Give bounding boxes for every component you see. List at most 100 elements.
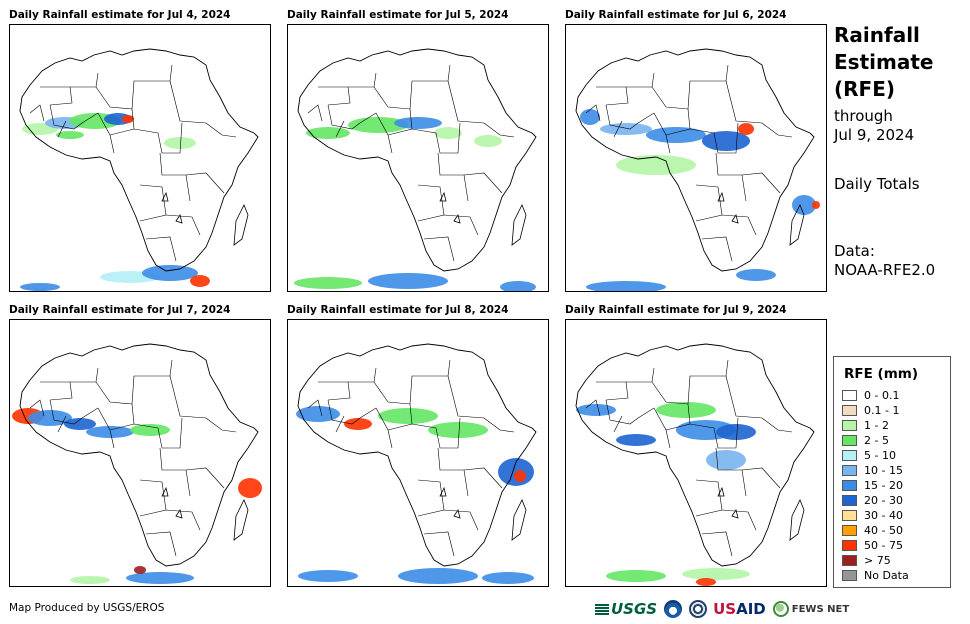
panel-title: Daily Rainfall estimate for Jul 9, 2024 [565, 304, 787, 316]
africa-map [294, 48, 537, 291]
rainfall-map [565, 319, 827, 587]
legend-label: 20 - 30 [864, 494, 903, 507]
country-border [159, 152, 191, 202]
country-border [695, 184, 723, 222]
legend-item: 2 - 5 [842, 433, 909, 448]
country-border [348, 72, 377, 88]
country-border [307, 104, 323, 122]
country-border [49, 399, 83, 425]
rainfall-area [298, 570, 358, 582]
country-border [131, 64, 173, 110]
country-border [131, 359, 173, 405]
rainfall-area [378, 408, 438, 424]
country-border [185, 467, 225, 489]
coastline [297, 343, 537, 567]
country-border [95, 381, 133, 405]
usaid-logo-us: US [713, 600, 737, 618]
country-border [139, 479, 167, 517]
madagascar-outline [233, 499, 249, 541]
country-border [417, 184, 445, 222]
country-border [605, 104, 639, 130]
country-border [318, 86, 351, 106]
rainfall-area [368, 273, 448, 289]
lake-outline [439, 486, 461, 519]
country-border [327, 104, 361, 130]
lake-outline [439, 191, 461, 224]
panel-title: Daily Rainfall estimate for Jul 7, 2024 [9, 304, 231, 316]
legend-item: 1 - 2 [842, 418, 909, 433]
country-border [409, 64, 451, 110]
partner-logos: USGS USAID FEWS NET [595, 598, 849, 620]
country-border [165, 509, 201, 531]
country-border [613, 415, 623, 433]
legend-item: > 75 [842, 553, 909, 568]
rainfall-area [130, 424, 170, 436]
lake-outline [161, 191, 183, 224]
country-border [637, 407, 671, 449]
legend-item: 40 - 50 [842, 523, 909, 538]
country-border [133, 122, 183, 154]
country-border [373, 86, 411, 110]
rainfall-area [64, 418, 96, 430]
legend-swatch [842, 570, 857, 581]
country-border [447, 80, 485, 124]
country-border [585, 399, 601, 417]
country-border [721, 214, 757, 236]
africa-map [19, 48, 259, 291]
data-source-value: NOAA-RFE2.0 [834, 261, 936, 279]
country-border [81, 112, 115, 154]
country-border [687, 64, 729, 110]
legend-swatch [842, 510, 857, 521]
fews-net-logo: FEWS NET [772, 601, 849, 617]
legend-label: 2 - 5 [864, 434, 889, 447]
legend-item: 15 - 20 [842, 478, 909, 493]
country-border [57, 415, 67, 433]
rainfall-area [656, 402, 716, 418]
through-date: through Jul 9, 2024 [834, 107, 914, 145]
country-border [761, 122, 793, 138]
country-border [335, 415, 345, 433]
rainfall-area [792, 195, 816, 215]
country-border [81, 407, 115, 449]
legend-item: 5 - 10 [842, 448, 909, 463]
rainfall-area [126, 572, 194, 584]
rainfall-area [646, 127, 706, 143]
country-border [626, 72, 655, 88]
country-border [715, 447, 747, 497]
country-border [205, 417, 237, 433]
country-border [637, 112, 671, 154]
country-border [49, 104, 83, 130]
legend-label: > 75 [864, 554, 891, 567]
country-border [443, 509, 479, 531]
rainfall-area [434, 127, 462, 139]
rainfall-area [812, 201, 820, 209]
rainfall-area [616, 434, 656, 446]
coastline [19, 343, 259, 567]
country-border [613, 120, 623, 138]
country-border [701, 531, 733, 557]
country-border [169, 375, 207, 419]
legend-label: 15 - 20 [864, 479, 903, 492]
rainfall-area [398, 568, 478, 584]
lake-outline [717, 486, 739, 519]
country-border [165, 214, 201, 236]
coastline [297, 48, 537, 272]
map-title-line: Rainfall [834, 23, 920, 47]
madagascar-outline [511, 204, 527, 246]
legend-label: 0 - 0.1 [864, 389, 900, 402]
country-border [596, 86, 629, 106]
rainfall-map [9, 319, 271, 587]
country-border [417, 479, 445, 517]
legend-swatch [842, 405, 857, 416]
country-border [483, 122, 515, 138]
rainfall-area [500, 281, 536, 291]
legend-item: 20 - 30 [842, 493, 909, 508]
rainfall-area [576, 404, 616, 416]
rainfall-area [296, 406, 340, 422]
rainfall-area [696, 578, 716, 586]
country-border [70, 367, 99, 383]
coastline [575, 343, 815, 567]
rainfall-map [287, 319, 549, 587]
rainfall-area [606, 570, 666, 582]
legend-swatch [842, 540, 857, 551]
